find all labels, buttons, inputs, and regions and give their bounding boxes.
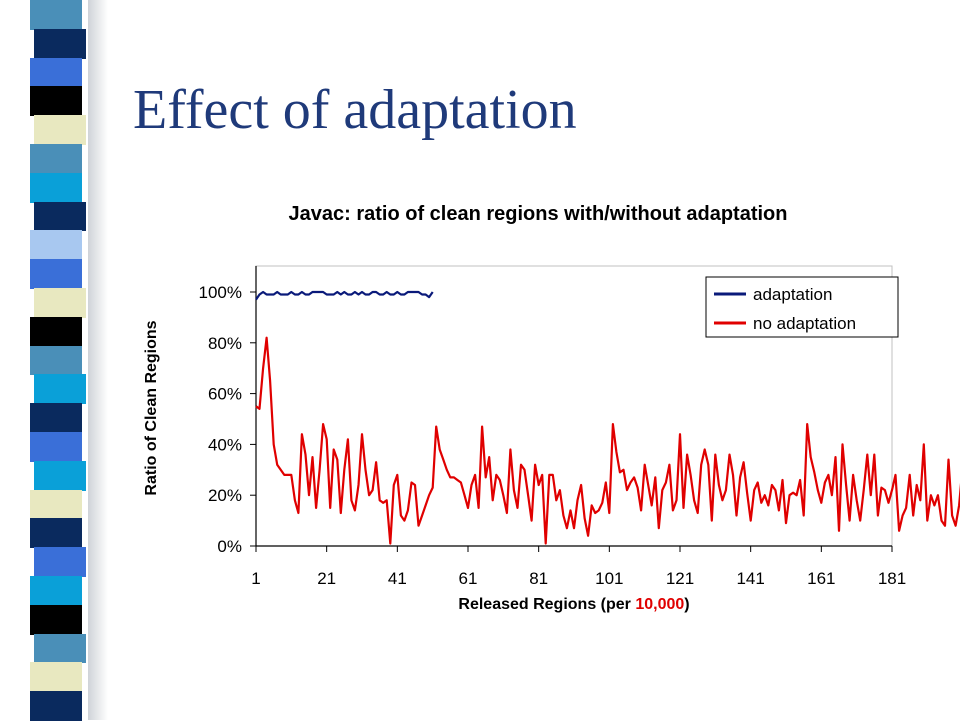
x-tick-label: 181 (878, 569, 906, 588)
strip-block (30, 230, 82, 261)
y-tick-label: 60% (208, 385, 242, 404)
strip-block (34, 374, 86, 405)
strip-block (30, 662, 82, 693)
strip-block (30, 259, 82, 289)
y-axis-label: Ratio of Clean Regions (143, 320, 160, 495)
strip-block (30, 172, 82, 203)
y-tick-label: 80% (208, 334, 242, 353)
legend-box (705, 276, 899, 338)
series-line-adaptation (255, 290, 434, 301)
strip-block (30, 489, 82, 520)
series-line-no-adaptation (255, 336, 960, 545)
strip-block (34, 547, 86, 577)
strip-block (30, 57, 82, 88)
strip-block (30, 691, 82, 721)
strip-block (30, 604, 82, 635)
decorative-color-strip (30, 0, 88, 721)
strip-block (34, 633, 86, 664)
strip-block (30, 576, 82, 606)
strip-block (34, 460, 86, 491)
x-tick-label: 121 (666, 569, 694, 588)
chart-title: Javac: ratio of clean regions with/witho… (288, 203, 788, 225)
x-tick-label: 41 (388, 569, 407, 588)
legend-entry: adaptation (753, 285, 832, 304)
strip-block (30, 0, 82, 30)
legend-entry: no adaptation (753, 314, 856, 333)
x-tick-label: 61 (459, 569, 478, 588)
strip-block (30, 86, 82, 117)
x-axis-label-main: Released Regions (per (458, 596, 636, 613)
x-tick-label: 161 (807, 569, 835, 588)
x-tick-label: 1 (251, 569, 260, 588)
x-tick-label: 141 (736, 569, 764, 588)
strip-block (34, 201, 86, 232)
strip-block (30, 403, 82, 433)
slide-title: Effect of adaptation (133, 79, 577, 141)
y-tick-label: 20% (208, 486, 242, 505)
strip-block (34, 28, 86, 59)
strip-block (34, 115, 86, 145)
strip-block (30, 316, 82, 347)
strip-block (34, 288, 86, 318)
strip-block (30, 144, 82, 174)
y-tick-label: 0% (217, 537, 242, 556)
y-tick-label: 40% (208, 435, 242, 454)
x-tick-label: 101 (595, 569, 623, 588)
strip-block (30, 432, 82, 462)
strip-block (30, 345, 82, 376)
x-axis-label-unit: 10,000 (635, 596, 685, 613)
x-tick-label: 81 (529, 569, 548, 588)
x-tick-label: 21 (317, 569, 336, 588)
y-tick-label: 100% (199, 283, 242, 302)
x-axis-label-tail: ) (684, 596, 690, 613)
strip-block (30, 518, 82, 549)
decorative-strip-shadow (88, 0, 108, 720)
x-axis-label: Released Regions (per 10,000) (256, 596, 892, 614)
